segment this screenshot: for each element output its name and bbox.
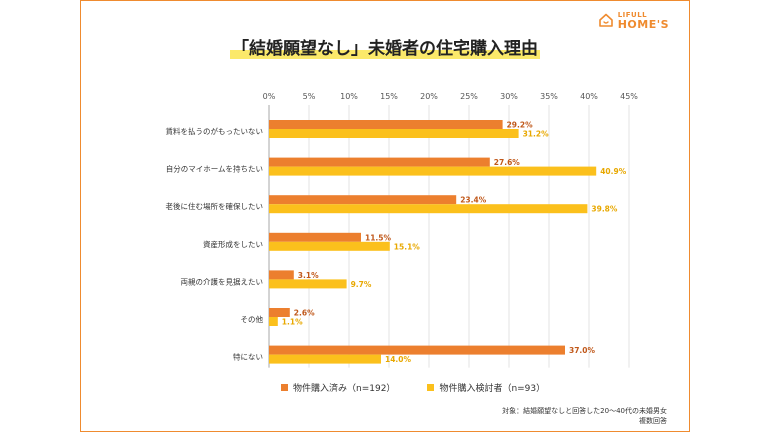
bar xyxy=(269,270,294,280)
chart-title: 「結婚願望なし」未婚者の住宅購入理由 xyxy=(81,34,689,59)
bar xyxy=(269,279,347,289)
bar xyxy=(269,157,490,167)
x-tick-label: 20% xyxy=(420,92,438,101)
note-target: 対象：結婚願望なしと回答した20〜40代の未婚男女 xyxy=(502,407,667,415)
bar-chart: 0% 5% 10% 15% 20% 25% 30% 35% 40% 45% 賃料を払うのがもったいな… xyxy=(166,92,638,368)
category-label: 両親の介護を見据えたい xyxy=(181,276,264,286)
data-label: 40.9% xyxy=(600,167,627,176)
legend-item-series2: 物件購入検討者（n=93） xyxy=(427,381,545,394)
logo-line2: HOME'S xyxy=(617,18,669,31)
note-multiple-answers: 複数回答 xyxy=(639,417,667,425)
x-tick-label: 10% xyxy=(340,92,358,101)
data-label: 27.6% xyxy=(494,158,521,167)
data-label: 31.2% xyxy=(523,130,550,139)
data-label: 37.0% xyxy=(569,346,596,355)
x-tick-label: 30% xyxy=(500,92,518,101)
bar xyxy=(269,166,597,176)
legend-label-series1: 物件購入済み（n=192） xyxy=(293,384,396,394)
data-label: 15.1% xyxy=(394,242,421,251)
data-label: 14.0% xyxy=(385,355,412,364)
x-tick-label: 45% xyxy=(620,92,638,101)
category-label: 資産形成をしたい xyxy=(203,239,263,249)
brand-logo: LIFULL HOME'S xyxy=(598,11,669,31)
x-tick-label: 15% xyxy=(380,92,398,101)
bar xyxy=(269,195,457,205)
bar xyxy=(269,232,361,242)
chart-legend: 物件購入済み（n=192） 物件購入検討者（n=93） xyxy=(281,381,577,394)
legend-label-series2: 物件購入検討者（n=93） xyxy=(439,384,546,394)
chart-frame: LIFULL HOME'S 「結婚願望なし」未婚者の住宅購入理由 0% 5% 10%… xyxy=(80,0,690,432)
data-label: 23.4% xyxy=(460,196,487,205)
category-label: 賃料を払うのがもったいない xyxy=(166,126,264,136)
data-label: 39.8% xyxy=(591,205,618,214)
bar xyxy=(269,345,565,355)
bar xyxy=(269,308,290,317)
chart-title-text: 「結婚願望なし」未婚者の住宅購入理由 xyxy=(230,39,540,59)
data-label: 9.7% xyxy=(351,280,372,289)
category-label: 自分のマイホームを持ちたい xyxy=(166,164,263,174)
category-label: 老後に住む場所を確保したい xyxy=(166,201,264,211)
legend-item-series1: 物件購入済み（n=192） xyxy=(281,381,395,394)
bar xyxy=(269,129,519,138)
legend-swatch-series2 xyxy=(427,384,435,391)
house-icon xyxy=(598,13,613,27)
bar xyxy=(269,354,381,364)
chart-notes: 対象：結婚願望なしと回答した20〜40代の未婚男女 複数回答 xyxy=(502,406,667,426)
data-label: 11.5% xyxy=(365,233,392,242)
data-label: 1.1% xyxy=(282,318,303,327)
bar xyxy=(269,241,390,251)
data-label: 2.6% xyxy=(294,309,315,318)
x-tick-label: 5% xyxy=(303,92,316,101)
logo-line1: LIFULL xyxy=(617,11,648,19)
x-tick-label: 35% xyxy=(540,92,558,101)
x-tick-label: 0% xyxy=(263,92,276,101)
x-tick-label: 25% xyxy=(460,92,478,101)
category-label: その他 xyxy=(241,314,264,324)
category-label: 特にない xyxy=(233,352,263,362)
x-tick-label: 40% xyxy=(580,92,598,101)
bar xyxy=(269,317,278,326)
data-label: 29.2% xyxy=(507,121,534,130)
bar xyxy=(269,120,503,129)
legend-swatch-series1 xyxy=(281,384,288,391)
data-label: 3.1% xyxy=(298,271,319,280)
bar xyxy=(269,204,588,214)
